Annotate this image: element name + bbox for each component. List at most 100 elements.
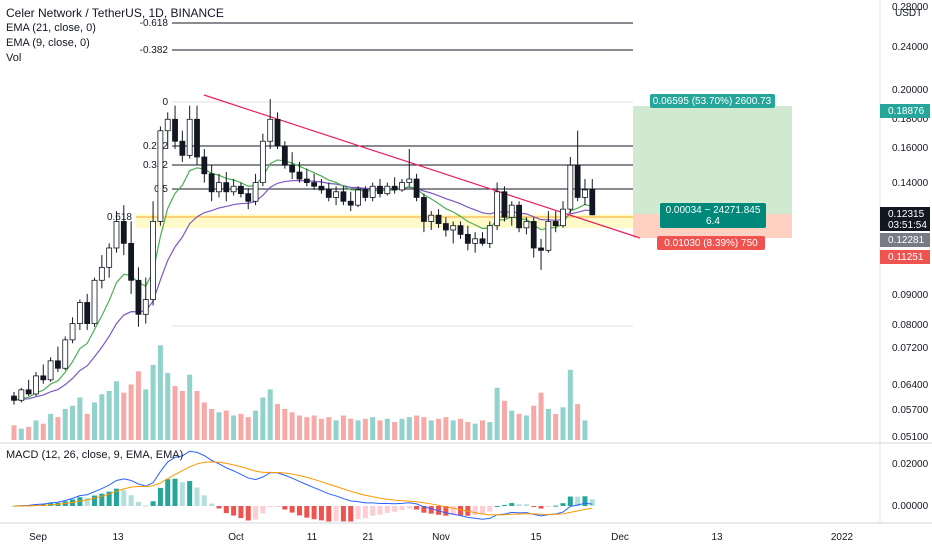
candle[interactable]	[62, 339, 69, 369]
candle[interactable]	[318, 185, 325, 191]
candle[interactable]	[98, 266, 105, 281]
candle[interactable]	[413, 178, 420, 198]
candle[interactable]	[113, 221, 120, 249]
candle[interactable]	[69, 323, 76, 341]
candle[interactable]	[355, 189, 361, 206]
volume-bar	[275, 404, 281, 440]
candle[interactable]	[567, 164, 574, 210]
candle[interactable]	[538, 247, 544, 251]
volume-bar	[333, 420, 339, 440]
macd-line[interactable]	[13, 450, 593, 520]
candle[interactable]	[25, 389, 32, 395]
candle[interactable]	[589, 189, 596, 216]
candle[interactable]	[128, 242, 135, 281]
macd-histogram-bar	[121, 490, 127, 506]
candle[interactable]	[523, 221, 530, 229]
candle[interactable]	[442, 223, 449, 231]
candle[interactable]	[157, 130, 164, 222]
candle[interactable]	[106, 247, 113, 268]
candle[interactable]	[582, 189, 588, 198]
candle[interactable]	[76, 302, 83, 324]
candle[interactable]	[120, 221, 127, 244]
candle[interactable]	[384, 185, 391, 195]
candle[interactable]	[281, 145, 288, 166]
candle[interactable]	[18, 389, 25, 401]
candle[interactable]	[47, 360, 54, 381]
candle[interactable]	[391, 185, 398, 191]
candle[interactable]	[508, 204, 515, 218]
candle[interactable]	[530, 221, 537, 249]
candle[interactable]	[238, 185, 244, 195]
profit-zone[interactable]	[633, 106, 792, 214]
candle[interactable]	[84, 302, 91, 324]
candle[interactable]	[486, 225, 493, 244]
candle[interactable]	[457, 225, 464, 235]
macd-histogram-bar	[194, 487, 200, 506]
candle[interactable]	[91, 279, 98, 324]
candle[interactable]	[230, 185, 237, 193]
candle[interactable]	[245, 193, 252, 202]
candle[interactable]	[501, 191, 508, 218]
candle[interactable]	[194, 118, 200, 158]
candle[interactable]	[208, 173, 215, 193]
candle[interactable]	[435, 214, 442, 224]
candle[interactable]	[494, 191, 501, 227]
macd-histogram-bar	[348, 506, 354, 522]
candle[interactable]	[362, 189, 369, 198]
candle[interactable]	[296, 171, 303, 180]
candle[interactable]	[421, 197, 427, 222]
macd-legend[interactable]: MACD (12, 26, close, 9, EMA, EMA)	[6, 449, 184, 461]
candle[interactable]	[259, 140, 266, 184]
signal-line[interactable]	[13, 461, 593, 516]
candle[interactable]	[347, 200, 354, 206]
candle[interactable]	[150, 221, 156, 300]
macd-histogram-bar	[428, 506, 434, 514]
candle[interactable]	[223, 182, 230, 193]
macd-histogram-bar	[523, 504, 529, 506]
candle[interactable]	[574, 164, 581, 198]
candle[interactable]	[216, 182, 222, 193]
candle[interactable]	[11, 395, 17, 401]
candle[interactable]	[172, 118, 178, 142]
candle[interactable]	[135, 279, 142, 315]
candle[interactable]	[399, 182, 405, 191]
candle[interactable]	[340, 191, 347, 202]
x-tick-label: 13	[112, 532, 124, 543]
candle[interactable]	[267, 118, 274, 142]
candle[interactable]	[516, 204, 522, 229]
candle[interactable]	[186, 118, 193, 156]
candle[interactable]	[274, 118, 281, 147]
candle[interactable]	[479, 238, 486, 244]
candle[interactable]	[311, 182, 318, 187]
candle[interactable]	[252, 182, 259, 202]
candle[interactable]	[545, 221, 552, 251]
candle[interactable]	[40, 375, 47, 381]
candle[interactable]	[201, 156, 208, 175]
candle[interactable]	[325, 189, 332, 198]
candle[interactable]	[450, 225, 457, 231]
candle[interactable]	[179, 140, 186, 156]
candle[interactable]	[560, 208, 566, 227]
candle[interactable]	[406, 178, 413, 184]
candle[interactable]	[333, 191, 339, 198]
macd-histogram-bar	[458, 506, 464, 516]
trendline[interactable]	[203, 94, 641, 239]
candle[interactable]	[289, 164, 296, 173]
candle[interactable]	[303, 178, 310, 184]
candle[interactable]	[464, 233, 471, 244]
volume-bar	[318, 418, 324, 440]
macd-histogram-bar	[92, 495, 98, 506]
candle[interactable]	[33, 375, 39, 395]
candle[interactable]	[552, 221, 559, 227]
candle[interactable]	[55, 360, 61, 369]
stop-badge-text: 0.01030 (8.39%) 750	[664, 238, 758, 249]
candle[interactable]	[472, 238, 479, 244]
candle[interactable]	[377, 185, 383, 195]
candle[interactable]	[142, 299, 149, 315]
candle[interactable]	[164, 118, 171, 132]
candle[interactable]	[428, 214, 435, 222]
macd-histogram-bar	[165, 479, 171, 506]
candle[interactable]	[369, 185, 376, 198]
